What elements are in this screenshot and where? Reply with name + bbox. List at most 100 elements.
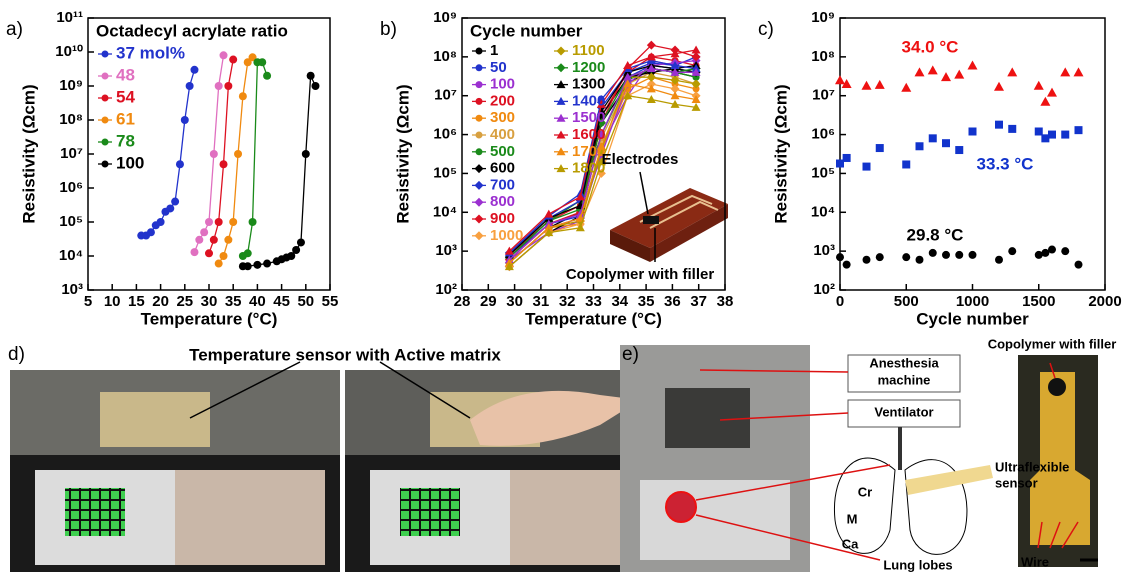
marker [176, 160, 184, 168]
x-tick-label: 10 [104, 293, 121, 310]
marker [258, 58, 266, 66]
x-tick-label: 38 [717, 293, 734, 310]
marker [1008, 125, 1016, 133]
y-tick-label: 10⁹ [811, 9, 835, 26]
y-tick-label: 10⁸ [59, 111, 83, 128]
marker [186, 82, 194, 90]
marker [297, 238, 305, 246]
panel-label: a) [6, 19, 23, 40]
legend-label: 1500 [572, 109, 605, 126]
legend-label: 1100 [572, 42, 605, 59]
legend-label: 200 [490, 92, 515, 109]
y-tick-label: 10⁶ [811, 126, 835, 143]
legend-marker [475, 164, 484, 173]
marker [1047, 88, 1057, 97]
x-tick-label: 30 [506, 293, 523, 310]
marker [311, 82, 319, 90]
box-label: Ventilator [874, 404, 933, 419]
y-tick-label: 10¹¹ [56, 9, 83, 26]
marker [995, 256, 1003, 264]
marker [941, 72, 951, 81]
series-label: 33.3 °C [977, 154, 1034, 173]
y-axis-title: Resistivity (Ωcm) [771, 84, 790, 223]
marker [843, 261, 851, 269]
label: Copolymer with filler [988, 336, 1117, 351]
legend-label: 100 [490, 76, 515, 93]
legend-label: 500 [490, 143, 515, 160]
legend-label: 300 [490, 109, 515, 126]
legend-label: 61 [116, 109, 135, 128]
marker [955, 251, 963, 259]
lung-circle [666, 492, 696, 522]
matrix-display [65, 488, 125, 536]
y-tick-label: 10⁷ [434, 87, 457, 104]
legend-label: 100 [116, 153, 144, 172]
legend-label: 1800 [572, 160, 605, 177]
marker [181, 116, 189, 124]
panel-label: e) [622, 344, 639, 365]
marker [215, 82, 223, 90]
matrix-display [400, 488, 460, 536]
marker [234, 150, 242, 158]
legend-label: 800 [490, 193, 515, 210]
marker [942, 251, 950, 259]
marker [205, 218, 213, 226]
marker [210, 150, 218, 158]
y-tick-label: 10⁸ [433, 48, 457, 65]
marker [220, 51, 228, 59]
series-label: 34.0 °C [902, 37, 959, 56]
marker [1035, 127, 1043, 135]
y-tick-label: 10⁵ [811, 164, 835, 181]
y-tick-label: 10³ [435, 242, 457, 259]
marker [1034, 81, 1044, 90]
marker [954, 70, 964, 79]
marker [224, 236, 232, 244]
legend-marker [102, 73, 109, 80]
marker [929, 134, 937, 142]
legend-label: 1300 [572, 76, 605, 93]
marker [1075, 261, 1083, 269]
y-tick-label: 10⁸ [811, 48, 835, 65]
legend-marker [475, 215, 484, 224]
legend-marker [476, 81, 483, 88]
marker [1007, 67, 1017, 76]
y-axis-title: Resistivity (Ωcm) [19, 84, 38, 223]
x-tick-label: 40 [249, 293, 266, 310]
marker [863, 256, 871, 264]
marker [1061, 247, 1069, 255]
copolymer [1048, 378, 1066, 396]
y-tick-label: 10¹⁰ [55, 43, 83, 60]
caption: Temperature sensor with Active matrix [189, 345, 501, 364]
legend-label: 600 [490, 160, 515, 177]
y-tick-label: 10⁶ [59, 179, 83, 196]
marker [302, 150, 310, 158]
marker [307, 72, 315, 80]
x-tick-label: 55 [322, 293, 339, 310]
legend-marker [557, 63, 566, 72]
legend-marker [476, 115, 483, 122]
marker [244, 249, 252, 257]
pointer [640, 172, 648, 214]
x-tick-label: 15 [128, 293, 145, 310]
legend-title: Cycle number [470, 21, 583, 40]
marker [928, 65, 938, 74]
marker [969, 127, 977, 135]
x-tick-label: 35 [638, 293, 655, 310]
marker [692, 80, 701, 89]
ventilator-device [665, 388, 750, 448]
annotation: Electrodes [602, 151, 679, 168]
marker [876, 253, 884, 261]
x-axis-title: Temperature (°C) [141, 309, 278, 328]
marker [916, 256, 924, 264]
marker [190, 66, 198, 74]
x-tick-label: 37 [690, 293, 707, 310]
legend-label: 48 [116, 65, 135, 84]
marker [195, 236, 203, 244]
marker [1040, 97, 1050, 106]
legend-label: 900 [490, 210, 515, 227]
x-tick-label: 50 [297, 293, 314, 310]
x-tick-label: 1000 [956, 293, 989, 310]
lobe-label: M [847, 511, 858, 526]
marker [994, 82, 1004, 91]
x-tick-label: 28 [454, 293, 471, 310]
